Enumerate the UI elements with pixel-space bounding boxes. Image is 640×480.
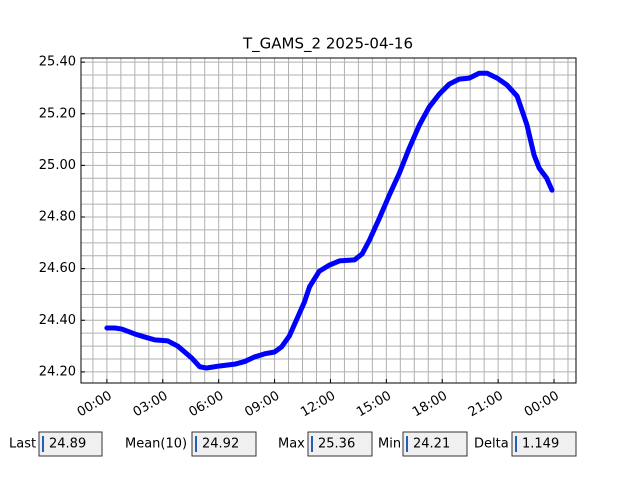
x-tick-label: 12:00 [298, 389, 338, 421]
x-tick-label: 00:00 [522, 389, 562, 421]
stat-box [511, 431, 577, 457]
stat-box [191, 431, 257, 457]
stat-box [402, 431, 468, 457]
y-tick-label: 24.40 [39, 313, 76, 328]
x-tick-label: 00:00 [75, 389, 115, 421]
x-tick-label: 18:00 [410, 389, 450, 421]
stat-value: 1.149 [522, 437, 559, 452]
stat-value: 24.21 [413, 437, 450, 452]
y-tick-label: 24.20 [39, 364, 76, 379]
stat-label: Last [9, 437, 36, 452]
x-tick-label: 06:00 [186, 389, 226, 421]
stat-cursor [406, 436, 408, 452]
y-tick-label: 24.80 [39, 210, 76, 225]
x-tick-label: 09:00 [242, 389, 282, 421]
stat-box [38, 431, 103, 457]
y-tick-label: 25.00 [39, 158, 76, 173]
data-line [104, 70, 555, 371]
stat-value: 25.36 [318, 437, 355, 452]
stat-cursor [515, 436, 517, 452]
stat-value: 24.89 [49, 437, 86, 452]
y-tick-label: 25.40 [39, 55, 76, 70]
chart-title: T_GAMS_2 2025-04-16 [242, 35, 413, 54]
plot-frame [80, 57, 577, 384]
stat-label: Max [278, 437, 305, 452]
stat-cursor [42, 436, 44, 452]
stat-label: Min [378, 437, 401, 452]
stat-cursor [195, 436, 197, 452]
stat-label: Mean(10) [125, 437, 187, 452]
x-tick-label: 21:00 [466, 389, 506, 421]
x-tick-label: 15:00 [354, 389, 394, 421]
stat-label: Delta [474, 437, 509, 452]
y-tick-label: 25.20 [39, 106, 76, 121]
y-tick-label: 24.60 [39, 261, 76, 276]
stat-value: 24.92 [202, 437, 239, 452]
x-tick-label: 03:00 [131, 389, 171, 421]
stat-cursor [311, 436, 313, 452]
stat-box [307, 431, 373, 457]
